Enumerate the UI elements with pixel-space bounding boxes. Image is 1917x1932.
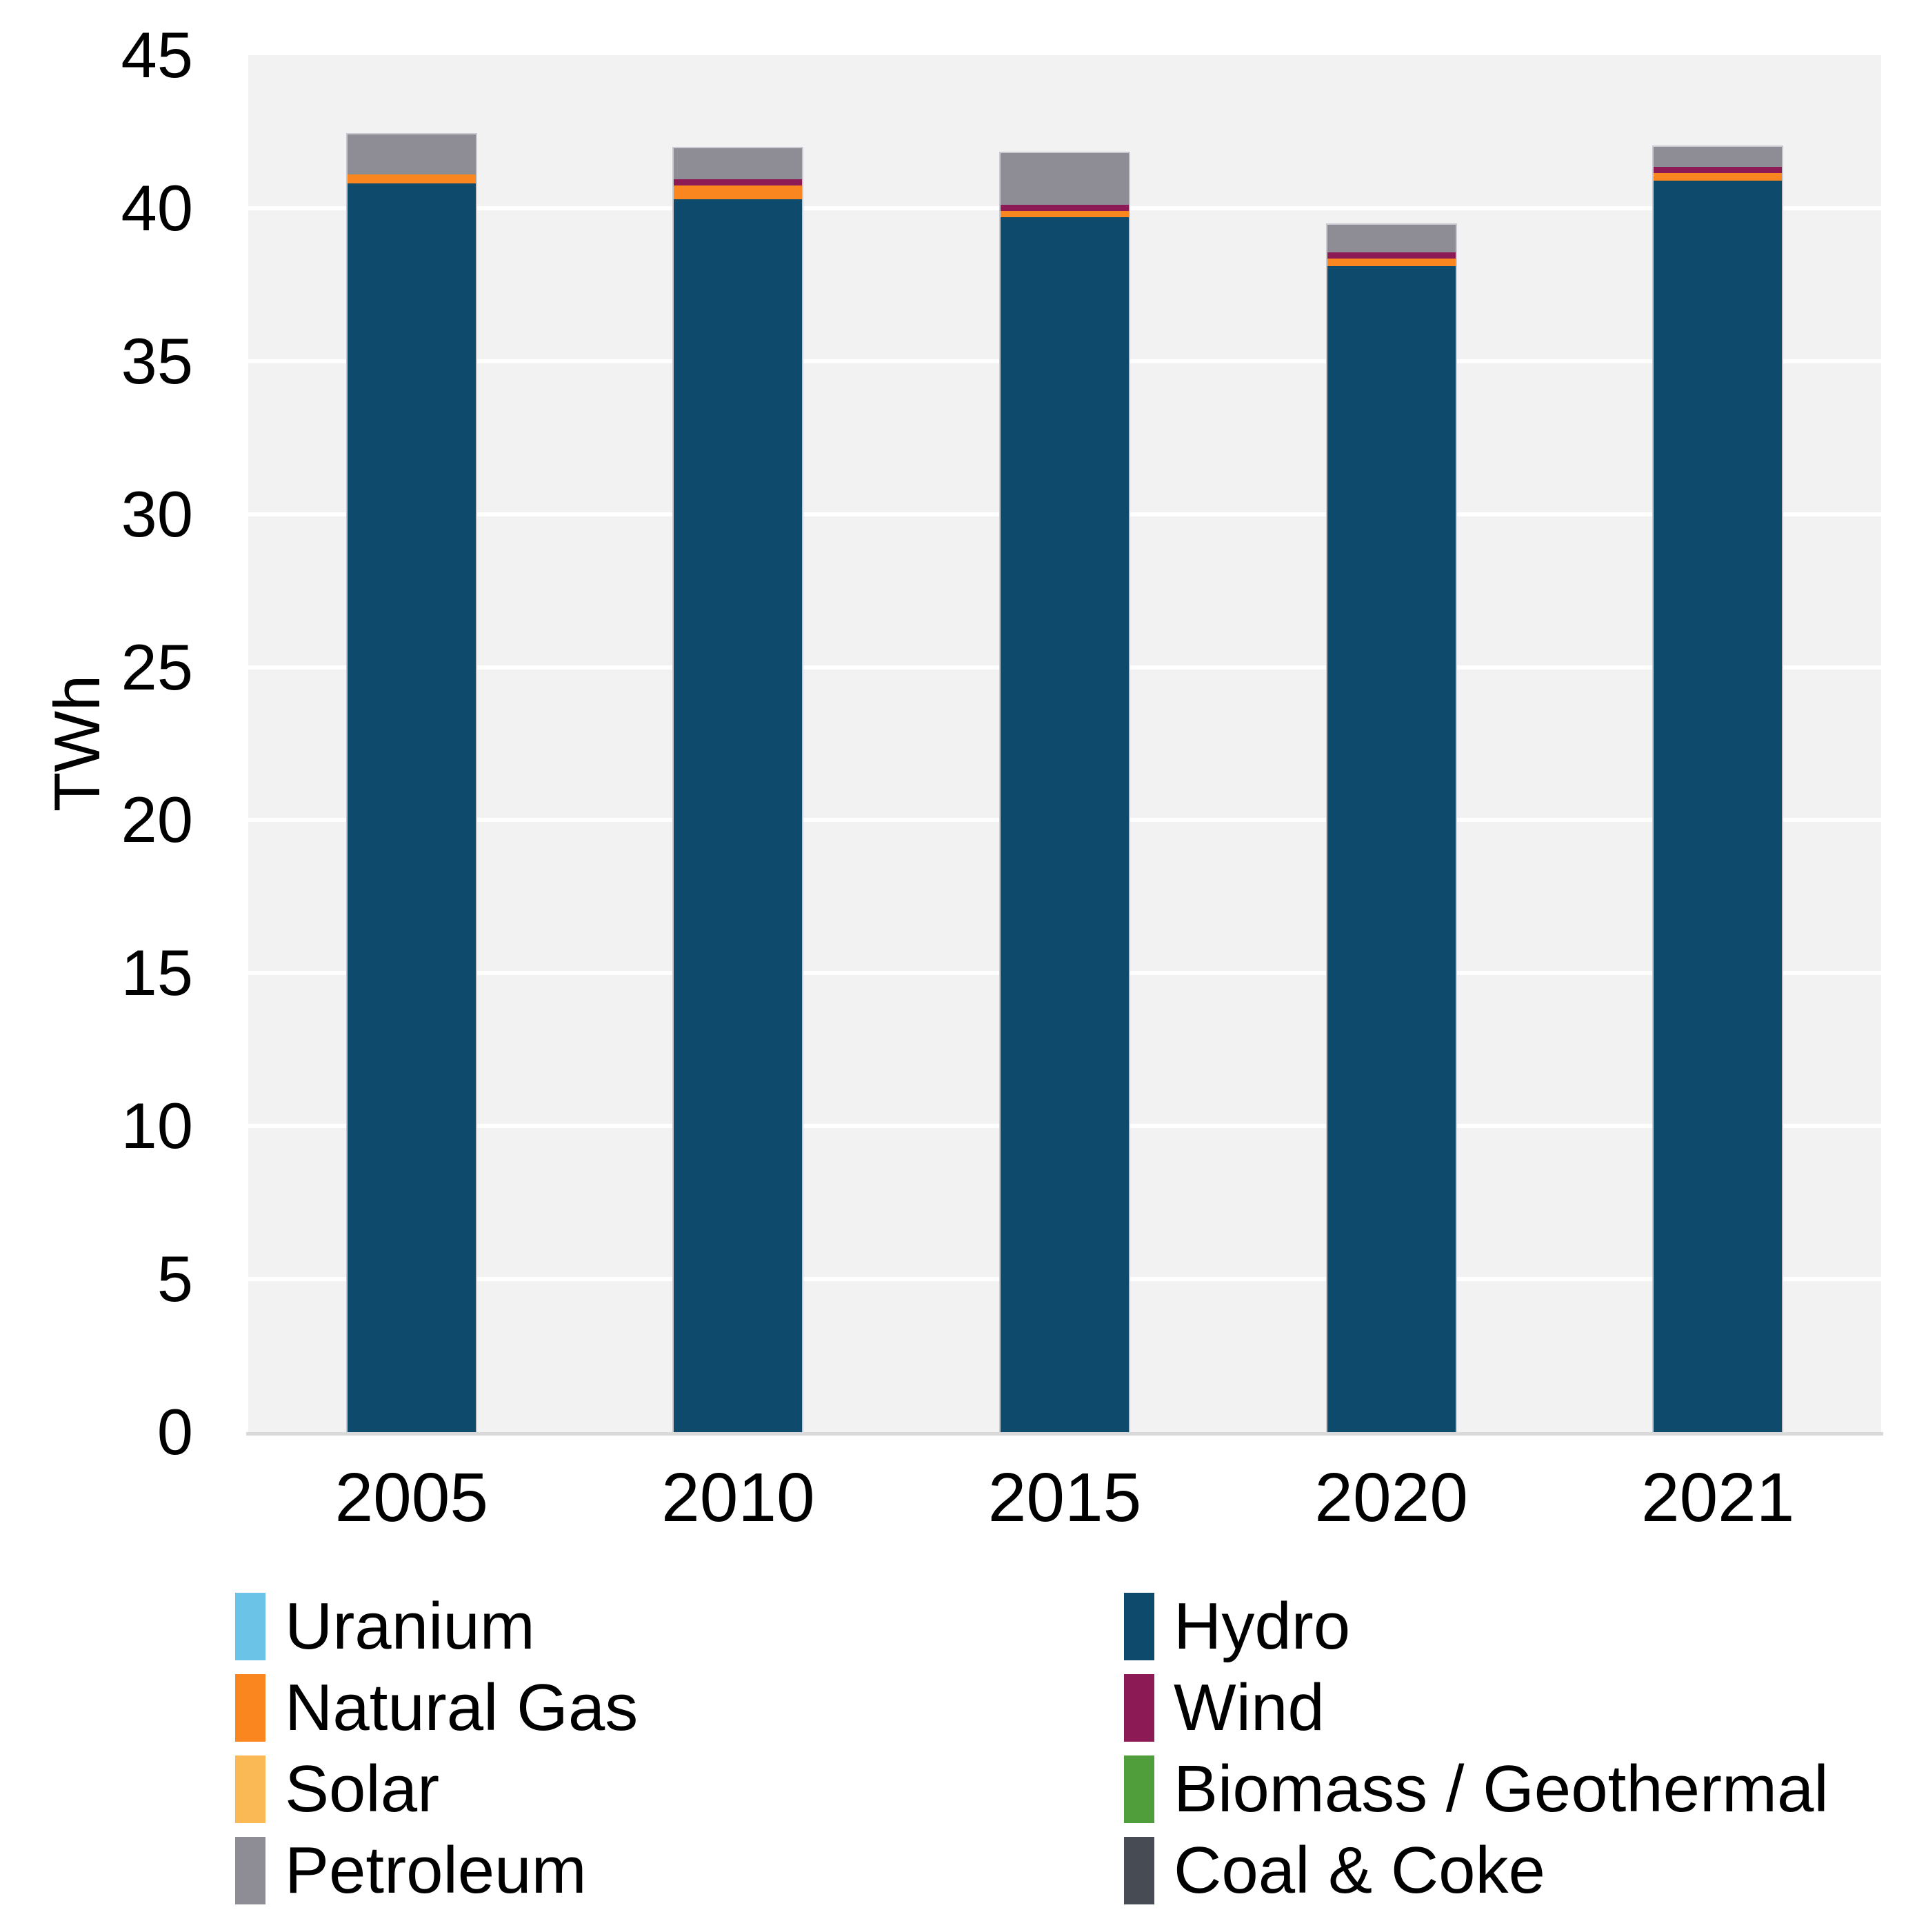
- bar-2015: [999, 152, 1130, 1432]
- legend-label: Natural Gas: [285, 1671, 639, 1744]
- legend-swatch-coal-coke: [1124, 1837, 1154, 1904]
- y-tick-label: 35: [121, 324, 193, 397]
- y-tick-label: 5: [157, 1242, 193, 1316]
- legend-swatch-uranium: [235, 1593, 265, 1660]
- bar-2021: [1652, 145, 1784, 1432]
- bar-segment-petroleum[interactable]: [1327, 225, 1456, 253]
- y-tick-label: 20: [121, 783, 193, 856]
- legend-item-petroleum[interactable]: Petroleum: [235, 1830, 638, 1911]
- legend-column: Uranium Natural Gas Solar Petroleum: [235, 1586, 638, 1911]
- legend-label: Biomass / Geothermal: [1174, 1752, 1829, 1826]
- legend-column: Hydro Wind Biomass / Geothermal Coal & Coke: [1124, 1586, 1829, 1911]
- legend-swatch-solar: [235, 1755, 265, 1823]
- bar-segment-natural-gas[interactable]: [674, 185, 803, 199]
- bar-2010: [672, 147, 804, 1432]
- bar-segment-natural-gas[interactable]: [347, 174, 476, 184]
- legend-label: Uranium: [285, 1589, 535, 1663]
- y-tick-label: 0: [157, 1396, 193, 1468]
- x-tick-label: 2020: [1314, 1459, 1468, 1536]
- y-tick-label: 25: [121, 630, 193, 703]
- bar-segment-hydro[interactable]: [347, 183, 476, 1432]
- bar-segment-petroleum[interactable]: [347, 134, 476, 175]
- bar-segment-natural-gas[interactable]: [1654, 172, 1783, 181]
- y-tick-label: 15: [121, 936, 193, 1009]
- y-tick-label: 10: [121, 1089, 193, 1163]
- y-tick-label: 45: [121, 19, 193, 91]
- x-tick-label: 2015: [987, 1459, 1142, 1536]
- x-axis-baseline: [246, 1432, 1883, 1436]
- legend-swatch-hydro: [1124, 1593, 1154, 1660]
- legend-item-natural-gas[interactable]: Natural Gas: [235, 1667, 638, 1749]
- plot-area: [248, 55, 1881, 1432]
- y-tick-label: 30: [121, 477, 193, 550]
- legend-swatch-natural-gas: [235, 1674, 265, 1742]
- x-tick-label: 2010: [661, 1459, 815, 1536]
- legend-swatch-petroleum: [235, 1837, 265, 1904]
- legend-item-biomass-geothermal[interactable]: Biomass / Geothermal: [1124, 1749, 1829, 1830]
- legend-swatch-biomass-geothermal: [1124, 1755, 1154, 1823]
- bar-segment-hydro[interactable]: [1327, 266, 1456, 1432]
- bar-segment-wind[interactable]: [1654, 166, 1783, 173]
- legend-label: Wind: [1174, 1671, 1325, 1744]
- bar-segment-hydro[interactable]: [1654, 180, 1783, 1432]
- bar-segment-natural-gas[interactable]: [1001, 211, 1129, 218]
- bar-segment-petroleum[interactable]: [1654, 147, 1783, 167]
- legend-item-solar[interactable]: Solar: [235, 1749, 638, 1830]
- bar-2020: [1325, 223, 1457, 1432]
- bar-2005: [345, 133, 477, 1432]
- legend-item-coal-coke[interactable]: Coal & Coke: [1124, 1830, 1829, 1911]
- legend-label: Petroleum: [285, 1833, 587, 1907]
- legend-item-uranium[interactable]: Uranium: [235, 1586, 638, 1667]
- legend-label: Hydro: [1174, 1589, 1351, 1663]
- legend-swatch-wind: [1124, 1674, 1154, 1742]
- bar-segment-petroleum[interactable]: [674, 148, 803, 179]
- x-tick-label: 2005: [334, 1459, 489, 1536]
- bar-segment-wind[interactable]: [1001, 205, 1129, 212]
- legend-item-hydro[interactable]: Hydro: [1124, 1586, 1829, 1667]
- bar-segment-wind[interactable]: [1327, 252, 1456, 259]
- bar-segment-wind[interactable]: [674, 179, 803, 185]
- y-tick-label: 40: [121, 171, 193, 244]
- legend-item-wind[interactable]: Wind: [1124, 1667, 1829, 1749]
- bar-segment-hydro[interactable]: [1001, 217, 1129, 1432]
- x-tick-label: 2021: [1640, 1459, 1795, 1536]
- bar-segment-petroleum[interactable]: [1001, 153, 1129, 205]
- legend-label: Solar: [285, 1752, 440, 1826]
- bar-segment-natural-gas[interactable]: [1327, 259, 1456, 267]
- legend-label: Coal & Coke: [1174, 1833, 1545, 1907]
- bar-segment-hydro[interactable]: [674, 199, 803, 1432]
